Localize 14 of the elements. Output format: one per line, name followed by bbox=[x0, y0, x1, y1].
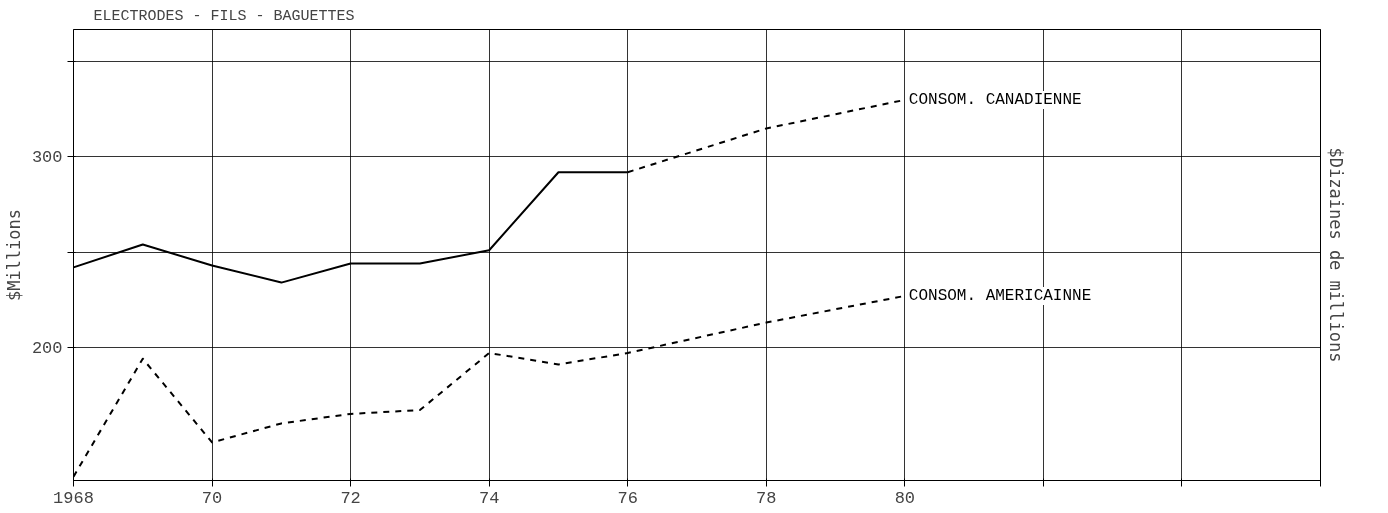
x-tick-label: 1968 bbox=[53, 488, 94, 508]
y-tick-label: 300 bbox=[31, 148, 63, 168]
y-tick-label: 200 bbox=[31, 338, 63, 358]
x-tick-label: 74 bbox=[478, 488, 500, 508]
x-tick-label: 70 bbox=[201, 488, 223, 508]
y-axis-title: $Millions bbox=[3, 208, 24, 302]
series-label: CONSOM. CANADIENNE bbox=[908, 90, 1082, 109]
chart-title: ELECTRODES - FILS - BAGUETTES bbox=[93, 7, 355, 25]
series-label: CONSOM. AMERICAINNE bbox=[908, 286, 1092, 305]
x-tick-label: 76 bbox=[617, 488, 638, 508]
y2-axis-title: $Dizaines de millions bbox=[1325, 147, 1346, 363]
x-tick-label: 72 bbox=[340, 488, 361, 508]
x-tick-label: 80 bbox=[894, 488, 916, 508]
x-tick-label: 78 bbox=[756, 488, 777, 508]
